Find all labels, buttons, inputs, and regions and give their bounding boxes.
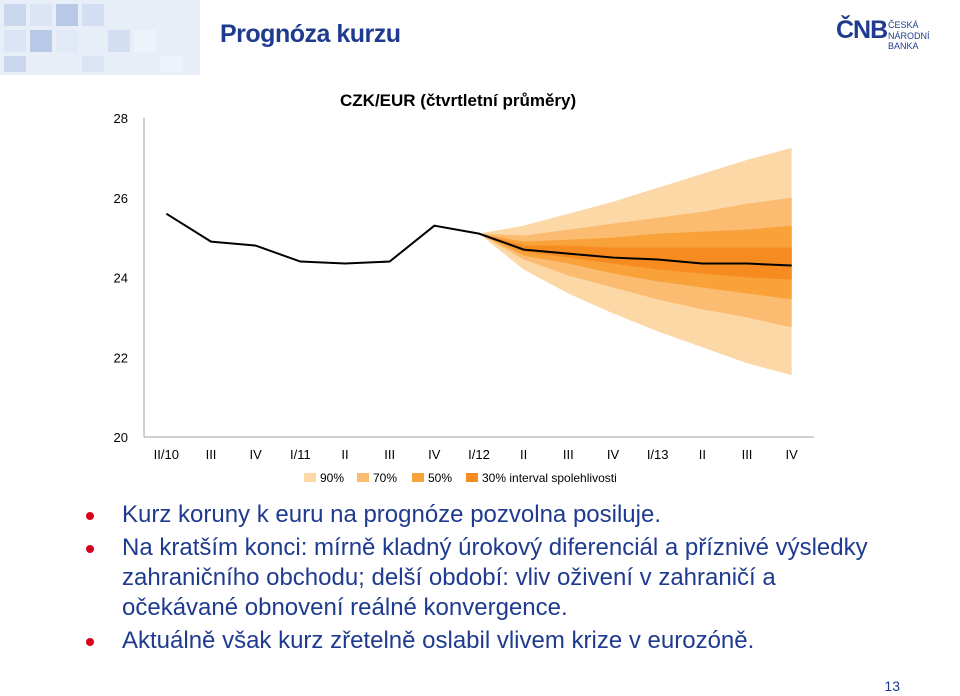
y-tick-label: 20 — [114, 430, 128, 445]
legend-label: 90% — [320, 471, 344, 485]
legend-swatch — [466, 473, 478, 482]
bullet-item: Kurz koruny k euru na prognóze pozvolna … — [86, 500, 886, 530]
x-tick-label: IV — [786, 447, 799, 462]
page-number: 13 — [884, 678, 900, 694]
chart-legend: 90% 70% 50% 30% interval spolehlivosti — [304, 471, 617, 485]
legend-label: 70% — [373, 471, 397, 485]
cnb-logo-line2: NÁRODNÍ BANKA — [888, 31, 930, 51]
y-tick-label: 26 — [114, 191, 128, 206]
legend-label: 50% — [428, 471, 452, 485]
x-tick-label: III — [384, 447, 395, 462]
bullet-dot-icon — [86, 512, 94, 520]
fan-chart: CZK/EUR (čtvrtletní průměry) 20 22 24 26 28 I… — [114, 91, 814, 485]
cnb-logo-mark: ČNB — [836, 16, 888, 44]
legend-swatch — [412, 473, 424, 482]
x-tick-label: IV — [607, 447, 620, 462]
fan-band-3 — [479, 233, 792, 280]
bullet-list: Kurz koruny k euru na prognóze pozvolna … — [86, 500, 886, 659]
legend-label: 30% interval spolehlivosti — [482, 471, 617, 485]
forecast-line — [165, 212, 792, 267]
y-tick-label: 22 — [114, 350, 128, 365]
bullet-text: Na kratším konci: mírně kladný úrokový d… — [122, 534, 868, 621]
x-tick-label: I/11 — [290, 447, 311, 462]
x-tick-label: II — [699, 447, 706, 462]
fan-bands — [479, 147, 792, 376]
x-tick-label: I/12 — [468, 447, 490, 462]
bullet-dot-icon — [86, 545, 94, 553]
page-title: Prognóza kurzu — [220, 20, 401, 48]
chart-title: CZK/EUR (čtvrtletní průměry) — [340, 91, 576, 110]
x-tick-label: III — [742, 447, 753, 462]
y-tick-label: 24 — [114, 271, 128, 286]
y-tick-label: 28 — [114, 111, 128, 126]
x-tick-label: III — [563, 447, 574, 462]
header-tile-pattern — [0, 0, 200, 75]
x-tick-label: I/13 — [647, 447, 669, 462]
bullet-item: Na kratším konci: mírně kladný úrokový d… — [86, 533, 886, 623]
x-tick-label: IV — [428, 447, 441, 462]
bullet-dot-icon — [86, 638, 94, 646]
cnb-logo-line1: ČESKÁ — [888, 20, 919, 30]
cnb-logo: ČNB ČESKÁ NÁRODNÍ BANKA — [836, 14, 946, 58]
x-tick-label: II — [341, 447, 348, 462]
x-tick-label: II — [520, 447, 527, 462]
bullet-item: Aktuálně však kurz zřetelně oslabil vliv… — [86, 626, 886, 656]
x-tick-label: II/10 — [154, 447, 179, 462]
x-tick-label: IV — [250, 447, 263, 462]
bullet-text: Kurz koruny k euru na prognóze pozvolna … — [122, 501, 661, 528]
legend-swatch — [304, 473, 316, 482]
legend-swatch — [357, 473, 369, 482]
x-tick-label: III — [206, 447, 217, 462]
bullet-text: Aktuálně však kurz zřetelně oslabil vliv… — [122, 627, 755, 654]
